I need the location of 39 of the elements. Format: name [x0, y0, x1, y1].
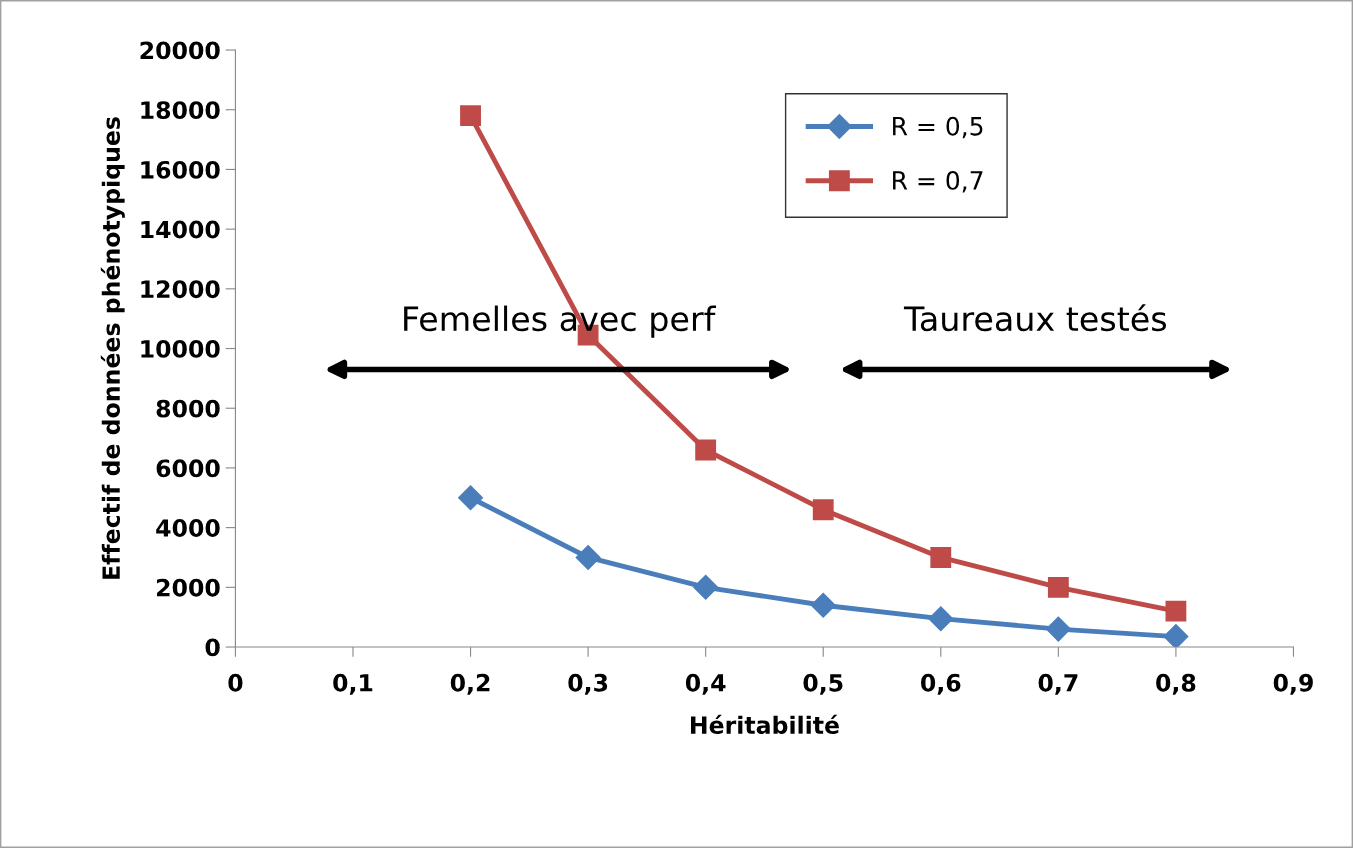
- point: [810, 592, 836, 618]
- y-tick-label: 16000: [141, 160, 220, 179]
- y-tick-label: 2000: [156, 578, 220, 597]
- y-tick-label: 0: [205, 638, 220, 657]
- x-tick-label: 0,5: [803, 673, 843, 695]
- x-tick-label: 0,4: [685, 673, 726, 695]
- legend-label: R = 0,5: [893, 116, 983, 139]
- point: [1163, 624, 1189, 648]
- y-tick-label: 8000: [156, 399, 220, 418]
- x-tick-label: 0,1: [333, 673, 373, 695]
- annotation: Taureaux testés: [903, 304, 1167, 332]
- x-tick-label: 0,3: [568, 673, 608, 695]
- y-tick-label: 14000: [141, 220, 220, 239]
- y-tick-label: 6000: [156, 459, 220, 478]
- y-tick-label: 12000: [141, 280, 220, 299]
- point: [812, 499, 834, 521]
- y-tick-label: 10000: [141, 339, 220, 358]
- point: [928, 606, 954, 632]
- y-tick-label: 18000: [141, 101, 220, 120]
- x-tick-label: 0,9: [1273, 673, 1313, 695]
- point: [695, 439, 717, 461]
- point: [930, 547, 952, 568]
- y-tick-label: 20000: [140, 41, 220, 60]
- legend-label: R = 0,7: [893, 170, 983, 193]
- x-tick-label: 0: [228, 673, 243, 692]
- point: [1047, 576, 1069, 598]
- x-axis-title: Héritabilité: [691, 714, 839, 734]
- point: [693, 574, 719, 600]
- point: [1045, 616, 1071, 642]
- x-tick-label: 0,7: [1038, 673, 1078, 695]
- x-tick-label: 0,2: [450, 673, 490, 695]
- x-tick-label: 0,8: [1156, 673, 1196, 695]
- x-tick-label: 0,6: [921, 673, 961, 695]
- point: [460, 105, 481, 127]
- y-tick-label: 4000: [156, 519, 220, 537]
- point: [458, 485, 484, 511]
- y-axis-title: Effectif de données phénotypiques: [100, 117, 125, 579]
- point: [575, 544, 601, 570]
- point: [1165, 600, 1187, 622]
